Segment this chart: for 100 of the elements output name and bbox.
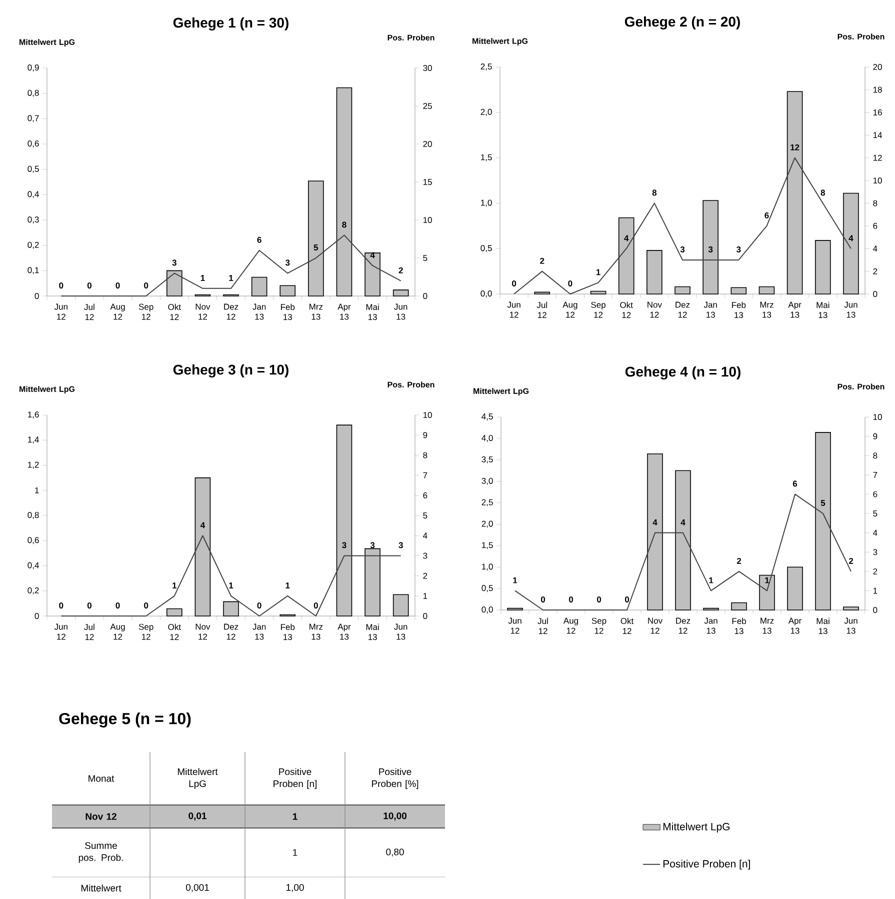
text: 0,01 xyxy=(188,812,206,821)
y2-axis-title: Pos. Proben xyxy=(838,384,884,390)
y2-tick-label: 18 xyxy=(873,86,882,93)
y-axis-title: Mittelwert LpG xyxy=(472,38,528,46)
bar xyxy=(392,290,409,296)
x-tick-label: Sep 12 xyxy=(138,624,154,640)
data-label: 3 xyxy=(342,542,346,548)
data-label: 3 xyxy=(398,542,403,548)
text: Mittelwert xyxy=(81,884,122,892)
x-tick-label: Okt 12 xyxy=(620,302,633,318)
y2-tick-label: 10 xyxy=(873,178,882,184)
data-label: 2 xyxy=(848,558,854,564)
data-label: 0 xyxy=(257,602,262,608)
x-tick-label: Jun 12 xyxy=(54,304,68,320)
data-label: 0 xyxy=(144,602,148,608)
y-tick-label: 1,2 xyxy=(28,462,39,469)
y-tick-label: 0,5 xyxy=(28,166,39,173)
y-axis-title: Mittelwert LpG xyxy=(20,39,74,46)
text: Positive Proben [%] xyxy=(372,768,418,789)
y-tick-label: 0,6 xyxy=(28,537,39,544)
bar xyxy=(787,566,803,610)
data-label: 3 xyxy=(680,246,685,252)
x-tick-label: Jun 13 xyxy=(844,302,858,318)
x-tick-label: Feb 13 xyxy=(732,302,746,318)
text: 1,00 xyxy=(286,884,304,892)
data-label: 0 xyxy=(59,602,64,608)
y2-tick-label: 2 xyxy=(873,568,878,574)
data-label: 12 xyxy=(790,144,800,150)
data-label: 0 xyxy=(596,596,602,602)
x-tick-label: Aug 12 xyxy=(110,624,125,640)
y2-tick-label: 8 xyxy=(873,452,878,459)
y2-tick-label: 7 xyxy=(423,472,428,478)
y2-tick-label: 0 xyxy=(423,613,428,620)
data-label: 0 xyxy=(314,602,318,608)
y-tick-label: 0,1 xyxy=(28,267,39,274)
x-tick-label: Mai 13 xyxy=(816,302,830,318)
bar xyxy=(166,270,182,296)
chart-title: Gehege 4 (n = 10) xyxy=(625,366,740,380)
x-tick-label: Apr 13 xyxy=(338,624,351,640)
bar xyxy=(730,287,747,294)
data-label: 2 xyxy=(398,267,403,274)
y-tick-label: 4,5 xyxy=(482,414,493,420)
y2-tick-label: 12 xyxy=(873,154,882,161)
data-label: 4 xyxy=(200,522,206,528)
y-tick-label: 1,5 xyxy=(481,154,492,162)
y-tick-label: 0 xyxy=(34,613,39,620)
x-tick-label: Okt 12 xyxy=(168,624,181,640)
y-tick-label: 1,5 xyxy=(482,542,493,550)
bar xyxy=(786,91,803,294)
x-tick-label: Jan 13 xyxy=(252,304,266,320)
y2-tick-label: 9 xyxy=(873,433,878,440)
bar xyxy=(647,453,663,610)
data-label: 6 xyxy=(257,236,262,243)
x-tick-label: Mai 13 xyxy=(366,304,379,320)
y2-tick-label: 20 xyxy=(873,64,882,70)
y2-tick-label: 10 xyxy=(423,412,432,418)
y-tick-label: 0,0 xyxy=(480,290,492,298)
text: Monat xyxy=(88,775,114,782)
data-label: 2 xyxy=(540,258,544,264)
bar xyxy=(336,424,352,616)
y2-tick-label: 1 xyxy=(873,588,878,594)
y2-tick-label: 6 xyxy=(873,491,878,498)
data-label: 0 xyxy=(59,282,64,288)
bar xyxy=(364,548,380,616)
data-label: 3 xyxy=(285,260,290,266)
data-label: 0 xyxy=(624,596,630,602)
y2-tick-label: 5 xyxy=(423,512,428,518)
data-label: 3 xyxy=(736,246,741,252)
x-tick-label: Jun 13 xyxy=(394,624,408,640)
x-tick-label: Jan 13 xyxy=(704,302,717,318)
text: Nov 12 xyxy=(86,813,116,820)
text: Gehege 5 (n = 10) xyxy=(59,712,191,728)
bar xyxy=(815,432,831,610)
bar xyxy=(280,285,296,296)
data-label: 3 xyxy=(370,542,375,548)
y-tick-label: 1,4 xyxy=(28,436,39,444)
y2-tick-label: 10 xyxy=(873,414,882,420)
y2-axis-title: Pos. Proben xyxy=(388,382,434,388)
legend-label: Mittelwert LpG xyxy=(663,822,730,832)
y2-tick-label: 15 xyxy=(423,179,432,185)
y-tick-label: 0,2 xyxy=(28,242,39,249)
bar xyxy=(364,252,380,296)
bar xyxy=(590,290,606,294)
data-label: 3 xyxy=(708,246,713,252)
y-axis-title: Mittelwert LpG xyxy=(20,386,74,394)
data-label: 0 xyxy=(116,282,120,288)
x-tick-label: Sep 12 xyxy=(591,302,606,318)
y2-tick-label: 10 xyxy=(423,217,432,224)
x-tick-label: Dez 12 xyxy=(676,302,690,318)
data-label: 6 xyxy=(792,480,798,487)
bar xyxy=(308,180,324,296)
x-tick-label: Mrz 13 xyxy=(310,304,323,320)
text: Mittelwert LpG xyxy=(178,768,218,789)
y-tick-label: 0 xyxy=(34,293,39,300)
bar xyxy=(646,250,662,294)
y2-tick-label: 16 xyxy=(873,109,882,116)
data-label: 1 xyxy=(286,582,290,588)
text: 1 xyxy=(292,813,298,820)
text: Summe pos. Prob. xyxy=(78,842,123,863)
data-label: 4 xyxy=(624,235,629,242)
